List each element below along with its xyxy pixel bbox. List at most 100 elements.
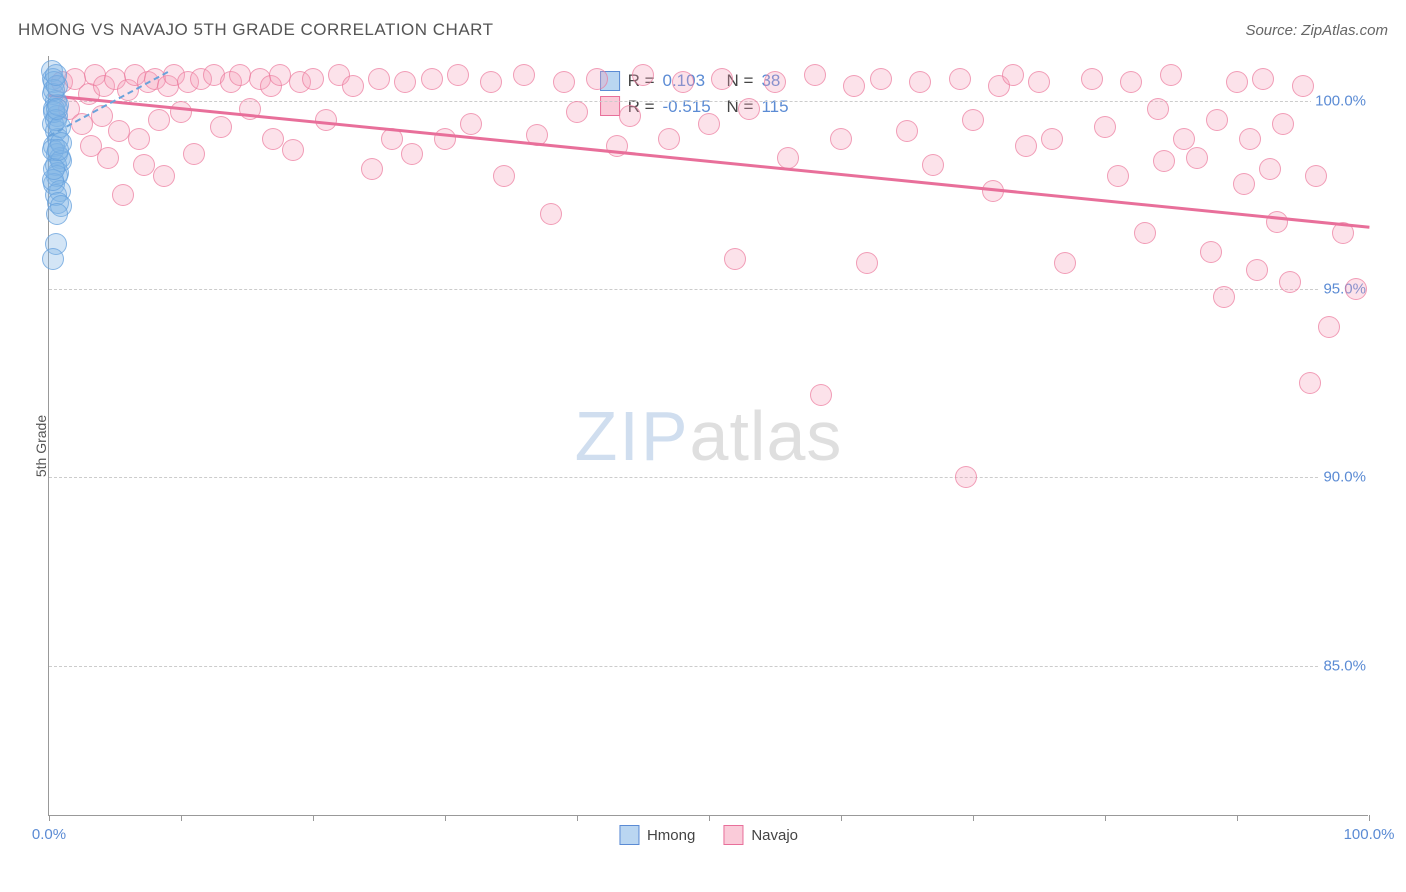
navajo-point <box>540 203 562 225</box>
navajo-point <box>1200 241 1222 263</box>
navajo-point <box>421 68 443 90</box>
navajo-point <box>738 98 760 120</box>
navajo-point <box>1173 128 1195 150</box>
y-tick-label: 85.0% <box>1319 657 1370 674</box>
navajo-point <box>619 105 641 127</box>
navajo-point <box>1233 173 1255 195</box>
navajo-point <box>1266 211 1288 233</box>
gridline <box>49 477 1368 478</box>
watermark: ZIPatlas <box>575 396 843 476</box>
navajo-point <box>658 128 680 150</box>
x-tick <box>1369 815 1370 821</box>
navajo-point <box>1028 71 1050 93</box>
navajo-point <box>586 68 608 90</box>
navajo-point <box>1147 98 1169 120</box>
x-tick <box>577 815 578 821</box>
navajo-point <box>1094 116 1116 138</box>
x-tick <box>1237 815 1238 821</box>
navajo-point <box>1153 150 1175 172</box>
navajo-point <box>711 68 733 90</box>
watermark-zip: ZIP <box>575 397 690 475</box>
navajo-point <box>368 68 390 90</box>
navajo-point <box>955 466 977 488</box>
hmong-point <box>46 98 68 120</box>
navajo-point <box>128 128 150 150</box>
navajo-point <box>1213 286 1235 308</box>
navajo-point <box>229 64 251 86</box>
chart-title: HMONG VS NAVAJO 5TH GRADE CORRELATION CH… <box>18 20 494 40</box>
navajo-point <box>513 64 535 86</box>
navajo-point <box>810 384 832 406</box>
navajo-point <box>183 143 205 165</box>
navajo-point <box>1318 316 1340 338</box>
hmong-point <box>45 64 67 86</box>
navajo-point <box>480 71 502 93</box>
y-axis-label: 5th Grade <box>33 415 49 477</box>
gridline <box>49 289 1368 290</box>
navajo-point <box>856 252 878 274</box>
watermark-atlas: atlas <box>690 397 843 475</box>
navajo-point <box>401 143 423 165</box>
navajo-point <box>447 64 469 86</box>
hmong-point <box>42 248 64 270</box>
legend-item-navajo: Navajo <box>723 825 798 845</box>
navajo-point <box>1160 64 1182 86</box>
x-tick <box>181 815 182 821</box>
chart-source: Source: ZipAtlas.com <box>1245 22 1388 39</box>
x-tick <box>709 815 710 821</box>
navajo-point <box>133 154 155 176</box>
navajo-point <box>909 71 931 93</box>
navajo-point <box>724 248 746 270</box>
navajo-point <box>148 109 170 131</box>
navajo-point <box>108 120 130 142</box>
legend-navajo-label: Navajo <box>751 827 798 844</box>
x-tick <box>841 815 842 821</box>
navajo-point <box>632 64 654 86</box>
navajo-point <box>1292 75 1314 97</box>
y-tick-label: 90.0% <box>1319 469 1370 486</box>
navajo-point <box>804 64 826 86</box>
navajo-point <box>342 75 364 97</box>
navajo-point <box>1226 71 1248 93</box>
navajo-swatch-icon <box>600 96 620 116</box>
navajo-point <box>269 64 291 86</box>
navajo-point <box>830 128 852 150</box>
navajo-point <box>1054 252 1076 274</box>
navajo-point <box>1081 68 1103 90</box>
legend: Hmong Navajo <box>619 825 798 845</box>
navajo-point <box>361 158 383 180</box>
navajo-point <box>493 165 515 187</box>
x-tick <box>1105 815 1106 821</box>
navajo-point <box>566 101 588 123</box>
navajo-point <box>153 165 175 187</box>
navajo-point <box>302 68 324 90</box>
navajo-point <box>460 113 482 135</box>
navajo-point <box>1246 259 1268 281</box>
navajo-point <box>1272 113 1294 135</box>
navajo-point <box>553 71 575 93</box>
scatter-chart: ZIPatlas R = 0.103 N = 38 R = -0.515 N =… <box>48 56 1368 816</box>
navajo-point <box>1002 64 1024 86</box>
hmong-point <box>43 158 65 180</box>
navajo-point <box>1120 71 1142 93</box>
navajo-point <box>1015 135 1037 157</box>
navajo-point <box>1305 165 1327 187</box>
navajo-point <box>1041 128 1063 150</box>
navajo-point <box>843 75 865 97</box>
navajo-point <box>870 68 892 90</box>
navajo-point <box>1134 222 1156 244</box>
navajo-point <box>262 128 284 150</box>
navajo-point <box>282 139 304 161</box>
x-tick <box>973 815 974 821</box>
hmong-point <box>47 139 69 161</box>
navajo-point <box>1186 147 1208 169</box>
navajo-point <box>962 109 984 131</box>
navajo-point <box>698 113 720 135</box>
y-tick-label: 100.0% <box>1311 93 1370 110</box>
navajo-point <box>896 120 918 142</box>
navajo-point <box>764 71 786 93</box>
navajo-point <box>394 71 416 93</box>
x-tick-label: 0.0% <box>32 826 66 843</box>
navajo-point <box>210 116 232 138</box>
hmong-swatch-icon <box>619 825 639 845</box>
